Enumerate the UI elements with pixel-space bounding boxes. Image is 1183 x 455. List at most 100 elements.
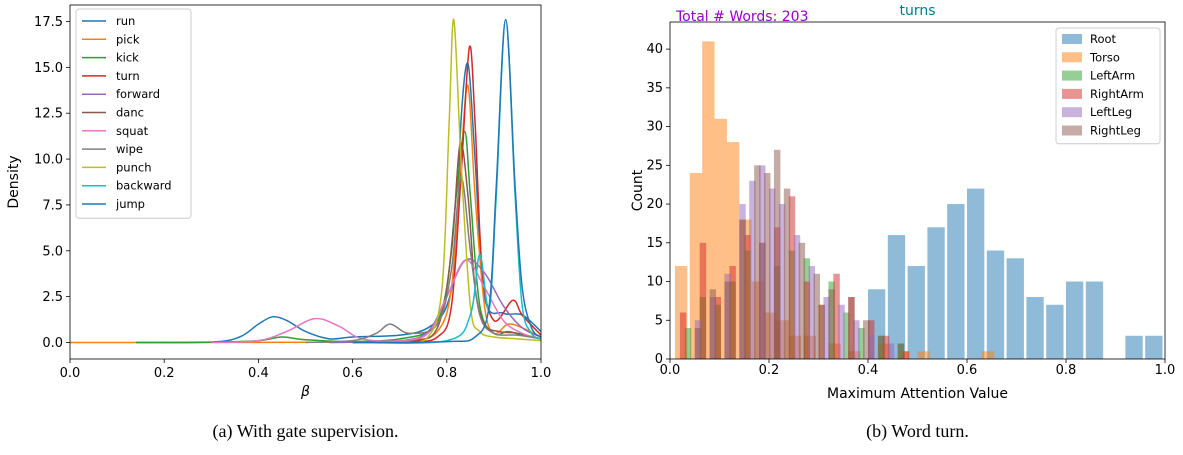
density-legend-label-danc: danc (116, 106, 144, 120)
histogram-bar-RightArm (699, 242, 707, 359)
histogram-y-tick-label: 5 (655, 313, 663, 328)
density-line-run (135, 62, 542, 344)
histogram-bar-LeftLeg (853, 320, 860, 359)
density-legend-box (75, 8, 192, 219)
histogram-bar-LeftArm (684, 328, 692, 359)
histogram-bars (674, 41, 1163, 359)
histogram-bar-RightLeg (897, 343, 905, 359)
density-x-tick-label: 0.0 (60, 366, 81, 381)
histogram-bar-LeftLeg (887, 343, 895, 359)
histogram-bar-RightLeg (813, 273, 820, 359)
histogram-x-tick-label: 0.6 (957, 363, 978, 378)
histogram-bar-RightLeg (694, 328, 702, 359)
density-line-danc (352, 142, 542, 344)
density-x-tick-label: 0.6 (342, 366, 363, 381)
histogram-bar-Root (967, 188, 985, 359)
density-y-axis-label: Density (6, 155, 22, 208)
histogram-bar-LeftLeg (759, 165, 766, 359)
histogram-bar-Torso (981, 351, 995, 359)
histogram-bar-RightArm (679, 312, 687, 359)
histogram-bar-Root (1066, 281, 1084, 359)
histogram-legend-label-Root: Root (1090, 32, 1117, 46)
density-legend-label-pick: pick (116, 32, 140, 46)
density-legend-label-jump: jump (115, 197, 145, 211)
histogram-bar-RightLeg (709, 289, 717, 359)
histogram-series-Root (868, 188, 1163, 359)
histogram-y-tick-label: 25 (646, 158, 663, 173)
histogram-bar-LeftLeg (778, 204, 786, 359)
histogram-y-tick-label: 15 (646, 236, 663, 251)
histogram-bar-RightArm (729, 266, 736, 359)
caption-a: (a) With gate supervision. (213, 421, 399, 442)
histogram-legend: Root Torso LeftArm RightArm LeftLeg RightLeg (1055, 27, 1161, 145)
histogram-bar-RightLeg (754, 165, 761, 359)
histogram-x-tick-label: 0.0 (660, 363, 681, 378)
histogram-y-tick-label: 10 (646, 275, 663, 290)
histogram-bar-RightLeg (828, 289, 835, 359)
histogram-bar-Root (1026, 297, 1044, 359)
histogram-bar-LeftLeg (838, 304, 845, 359)
histogram-legend-swatch-Root (1062, 34, 1082, 44)
density-x-tick-label: 0.8 (436, 366, 457, 381)
histogram-bar-RightLeg (798, 242, 806, 359)
density-y-tick-label: 0.0 (42, 336, 63, 351)
histogram-plot-frame (669, 21, 1166, 360)
histogram-series-RightLeg (694, 149, 905, 359)
histogram-bar-Torso (689, 173, 703, 359)
histogram-bar-RightLeg (764, 173, 771, 359)
histogram-legend-swatch-LeftLeg (1062, 107, 1082, 118)
histogram-bar-LeftLeg (749, 180, 756, 359)
histogram-bar-RightArm (803, 281, 811, 359)
density-line-forward (329, 258, 542, 344)
density-x-tick-label: 0.4 (248, 366, 269, 381)
density-y-tick-label: 12.5 (34, 107, 63, 122)
histogram-bar-Root (1125, 335, 1143, 359)
histogram-bar-RightArm (818, 304, 825, 359)
density-line-punch (352, 18, 542, 344)
histogram-title: turns (899, 3, 935, 19)
density-legend-label-squat: squat (116, 124, 149, 138)
histogram-bar-RightArm (788, 196, 796, 359)
histogram-legend-label-LeftArm: LeftArm (1090, 69, 1135, 83)
histogram-bar-LeftLeg (808, 266, 816, 359)
histogram-bar-Root (1085, 281, 1104, 359)
histogram-legend-label-Torso: Torso (1089, 50, 1120, 64)
histogram-legend-swatch-RightLeg (1062, 125, 1082, 136)
histogram-x-axis-label: Maximum Attention Value (827, 386, 1008, 402)
histogram-y-tick-label: 20 (646, 197, 663, 212)
histogram-bar-RightArm (833, 273, 840, 359)
histogram-bar-RightLeg (773, 149, 781, 359)
density-legend: run pick kick turn forward danc squat wipe punch… (75, 8, 192, 219)
histogram-bar-RightLeg (877, 335, 885, 359)
histogram-bar-Root (907, 266, 925, 359)
histogram-legend-swatch-RightArm (1062, 88, 1082, 99)
density-y-tick-label: 15.0 (34, 61, 63, 76)
density-line-jump (352, 18, 542, 344)
histogram-y-tick-label: 0 (655, 352, 663, 367)
density-legend-label-kick: kick (116, 51, 139, 65)
histogram-bar-RightLeg (724, 281, 731, 359)
histogram-legend-label-RightArm: RightArm (1090, 87, 1144, 101)
density-line-wipe (305, 176, 542, 344)
density-x-axis-label: β (300, 384, 310, 400)
density-y-tick-label: 7.5 (42, 198, 63, 213)
histogram-bar-Root (1145, 335, 1163, 359)
histogram-legend-label-LeftLeg: LeftLeg (1090, 105, 1132, 119)
histogram-bar-Root (947, 204, 965, 359)
histogram-bar-Torso (917, 351, 930, 359)
histogram-bar-Root (887, 235, 906, 359)
histogram-x-tick-label: 1.0 (1155, 363, 1176, 378)
histogram-bar-RightLeg (848, 297, 855, 359)
histogram-bar-LeftLeg (793, 235, 801, 359)
density-legend-label-backward: backward (116, 179, 172, 193)
histogram-bar-RightLeg (863, 320, 870, 359)
histogram-bar-Root (1046, 304, 1064, 359)
density-legend-label-run: run (116, 14, 135, 28)
histogram-x-tick-label: 0.2 (759, 363, 780, 378)
density-x-tick-label: 0.2 (154, 366, 175, 381)
density-series-lines (69, 18, 542, 344)
histogram-bar-RightLeg (739, 219, 746, 359)
histogram-y-tick-label: 40 (646, 42, 663, 57)
histogram-bar-RightArm (744, 235, 751, 359)
